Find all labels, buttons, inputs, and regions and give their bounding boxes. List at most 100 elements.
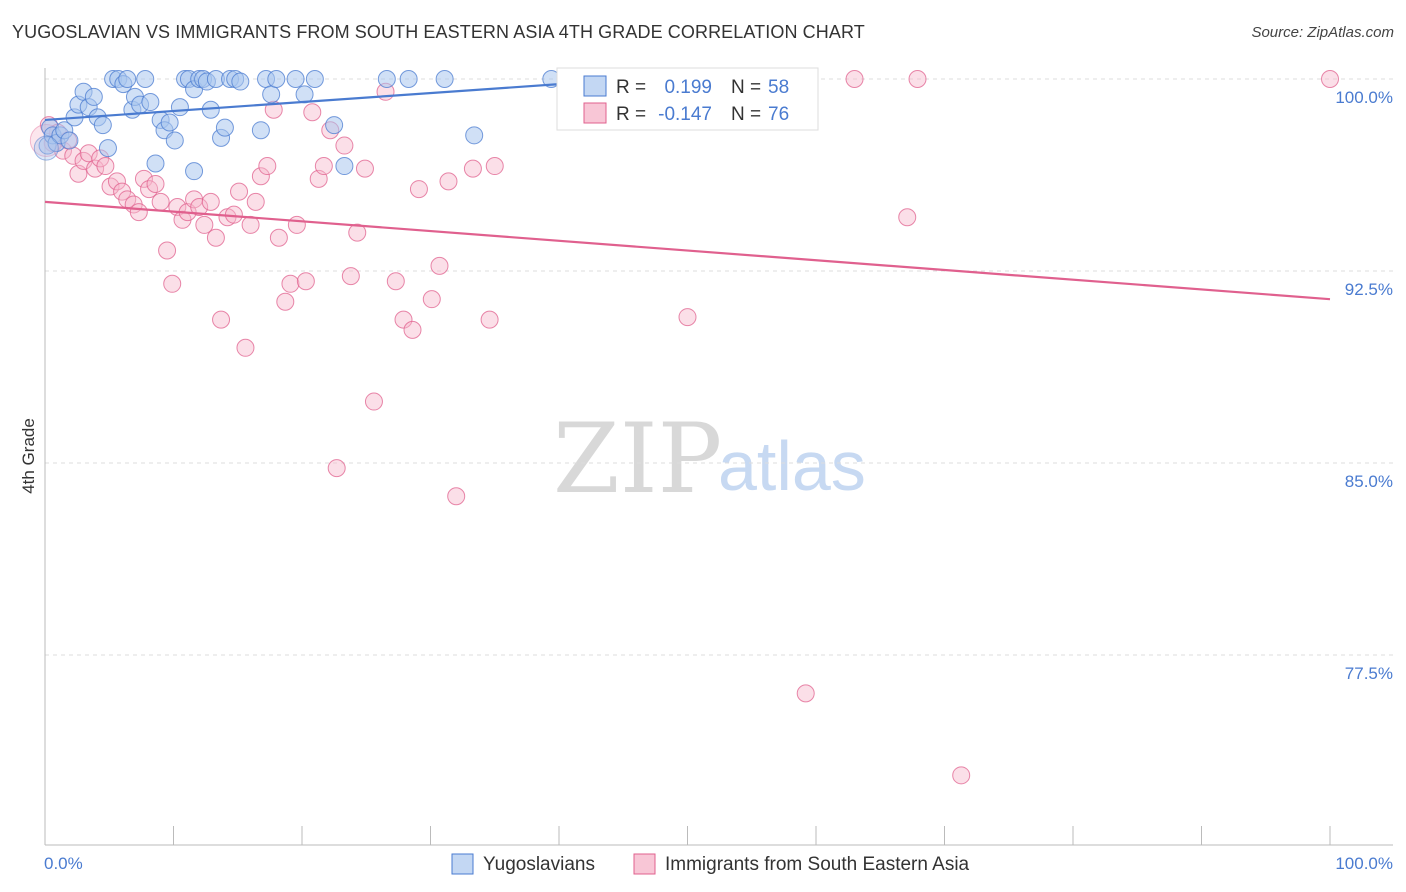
data-point: [129, 203, 148, 222]
data-point: [386, 272, 405, 291]
data-point: [435, 70, 454, 88]
data-point: [84, 87, 103, 106]
data-point: [98, 139, 117, 158]
series-legend-swatch-pink: [633, 853, 656, 875]
data-point: [79, 144, 98, 163]
data-point: [60, 131, 79, 150]
data-point: [465, 126, 484, 145]
watermark-zip: ZIP: [553, 403, 722, 515]
legend-swatch-blue: [583, 75, 607, 97]
data-point: [267, 70, 286, 88]
series-legend-label-1: Yugoslavians: [483, 854, 595, 875]
data-point: [485, 157, 504, 176]
data-point: [399, 70, 418, 88]
watermark-atlas: atlas: [718, 427, 866, 505]
data-point-cluster: [33, 135, 59, 161]
data-point: [403, 320, 422, 339]
data-point: [160, 113, 179, 132]
data-point: [269, 228, 288, 247]
data-point: [151, 192, 170, 211]
data-point: [165, 131, 184, 150]
data-point: [206, 228, 225, 247]
data-point: [314, 157, 333, 176]
data-point: [908, 70, 927, 88]
data-point: [230, 182, 249, 201]
series-legend-swatch-blue: [451, 853, 474, 875]
data-point: [303, 103, 322, 122]
data-point: [422, 290, 441, 309]
legend-n-label-2: N =: [731, 104, 761, 125]
data-point: [409, 180, 428, 199]
data-point: [335, 136, 354, 155]
y-tick-label: 77.5%: [1345, 664, 1393, 683]
data-point: [678, 308, 697, 327]
data-point: [96, 157, 115, 176]
data-point: [845, 70, 864, 88]
source-credit: Source: ZipAtlas.com: [1251, 24, 1394, 41]
data-point: [295, 85, 314, 104]
data-point: [335, 157, 354, 176]
legend-n-value-1: 58: [768, 77, 789, 98]
legend-n-label-1: N =: [731, 77, 761, 98]
data-point: [796, 684, 815, 703]
data-point: [348, 223, 367, 242]
legend-r-label-1: R =: [616, 77, 646, 98]
trend-lines: [44, 83, 1331, 301]
y-tick-label: 85.0%: [1345, 472, 1393, 491]
y-tick-label: 92.5%: [1345, 280, 1393, 299]
data-point: [158, 241, 177, 260]
data-point: [898, 208, 917, 227]
data-point: [163, 274, 182, 293]
data-point: [134, 169, 153, 188]
data-point: [141, 93, 160, 112]
data-point: [1321, 70, 1339, 88]
data-point: [286, 70, 305, 88]
data-point: [952, 766, 971, 785]
legend-n-value-2: 76: [768, 104, 789, 125]
data-point: [146, 174, 165, 193]
x-tick-label-right: 100.0%: [1335, 854, 1393, 873]
data-point: [439, 172, 458, 191]
chart-title: YUGOSLAVIAN VS IMMIGRANTS FROM SOUTH EAS…: [12, 22, 865, 42]
correlation-legend: R = 0.199 N = 58 R = -0.147 N = 76: [556, 67, 819, 131]
data-point: [463, 159, 482, 178]
y-axis-title: 4th Grade: [19, 418, 38, 494]
data-point: [251, 121, 270, 140]
data-point: [327, 459, 346, 478]
series-immigrants-points: [29, 70, 1339, 785]
grid-lines: [45, 78, 1393, 656]
data-point: [296, 272, 315, 291]
data-point: [364, 392, 383, 411]
data-point: [341, 267, 360, 286]
data-point: [212, 310, 231, 329]
legend-r-label-2: R =: [616, 104, 646, 125]
series-legend-label-2: Immigrants from South Eastern Asia: [665, 854, 970, 875]
data-point: [394, 310, 413, 329]
data-point: [170, 98, 189, 117]
data-point: [287, 215, 306, 234]
data-point: [281, 274, 300, 293]
data-point: [246, 192, 265, 211]
data-point: [201, 192, 220, 211]
legend-r-value-2: -0.147: [658, 104, 712, 125]
y-tick-labels: 100.0% 92.5% 85.0% 77.5%: [1335, 88, 1393, 683]
x-tick-label-left: 0.0%: [44, 854, 83, 873]
data-point: [190, 198, 209, 216]
data-point: [215, 118, 234, 137]
data-point: [430, 256, 449, 275]
data-point: [185, 162, 204, 181]
data-point: [258, 157, 277, 176]
data-point: [146, 154, 165, 173]
data-point: [236, 338, 255, 357]
data-point: [251, 167, 270, 186]
data-point: [262, 85, 281, 104]
data-point: [118, 70, 137, 88]
legend-r-value-1: 0.199: [664, 77, 712, 98]
legend-swatch-pink: [583, 102, 607, 124]
data-point: [276, 292, 295, 311]
data-point: [377, 70, 396, 88]
series-yugoslavians-points: [33, 70, 561, 181]
data-point: [107, 172, 126, 191]
data-point: [231, 72, 250, 91]
